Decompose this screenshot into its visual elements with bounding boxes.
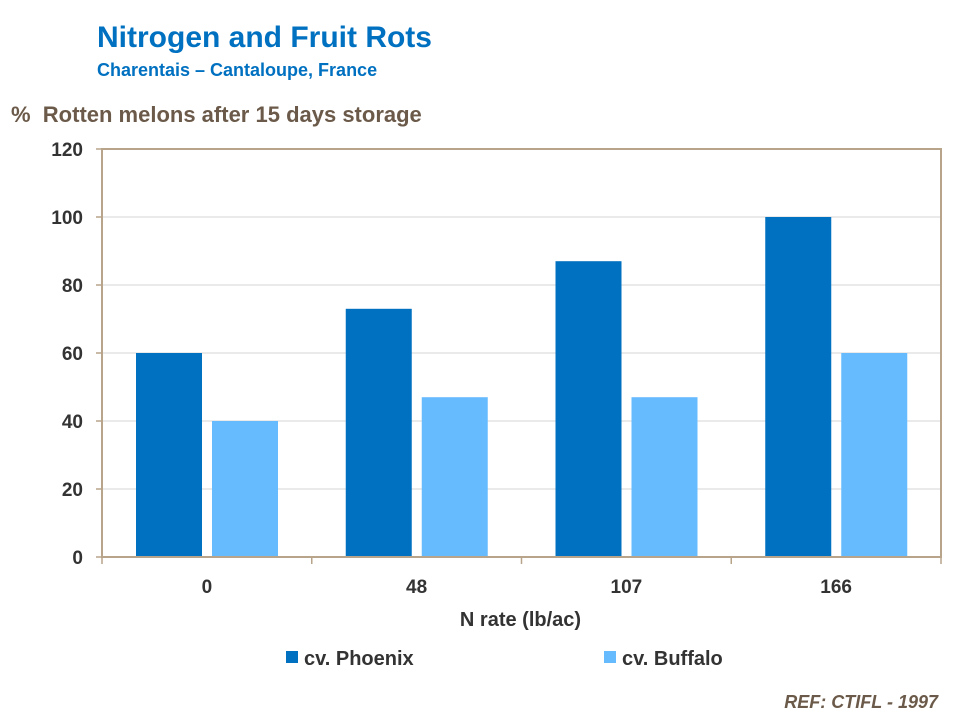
bar-phoenix: [345, 308, 412, 557]
y-axis-label: % Rotten melons after 15 days storage: [11, 102, 422, 127]
x-tick-label: 0: [202, 577, 213, 598]
bar-buffalo: [212, 421, 278, 557]
bars: [136, 217, 908, 557]
y-tick-label: 40: [62, 412, 83, 433]
legend-swatch-buffalo: [604, 651, 616, 663]
y-axis-ticks: 0 20 40 60 80 100 120: [51, 140, 102, 569]
chart-subtitle: Charentais – Cantaloupe, France: [97, 60, 378, 80]
legend-swatch-phoenix: [286, 651, 298, 663]
x-axis-ticks: 0 48 107 166: [101, 557, 942, 598]
bar-phoenix: [555, 261, 622, 557]
chart-title: Nitrogen and Fruit Rots: [97, 21, 432, 54]
x-tick-label: 48: [406, 577, 427, 598]
bar-buffalo: [631, 397, 698, 557]
y-tick-label: 20: [62, 480, 83, 501]
bar-buffalo: [421, 397, 488, 557]
x-tick-label: 166: [820, 577, 852, 598]
legend: cv. Phoenix cv. Buffalo: [286, 648, 723, 670]
y-tick-label: 0: [72, 548, 83, 569]
legend-label-phoenix: cv. Phoenix: [304, 648, 414, 670]
y-tick-label: 120: [51, 140, 83, 161]
bar-phoenix: [136, 353, 202, 557]
reference-note: REF: CTIFL - 1997: [784, 692, 938, 712]
x-axis-label: N rate (lb/ac): [460, 609, 581, 631]
y-tick-label: 80: [62, 276, 83, 297]
y-tick-label: 60: [62, 344, 83, 365]
x-tick-label: 107: [611, 577, 643, 598]
bar-buffalo: [841, 353, 908, 557]
bar-phoenix: [765, 217, 832, 557]
legend-label-buffalo: cv. Buffalo: [622, 648, 723, 670]
y-tick-label: 100: [51, 208, 83, 229]
